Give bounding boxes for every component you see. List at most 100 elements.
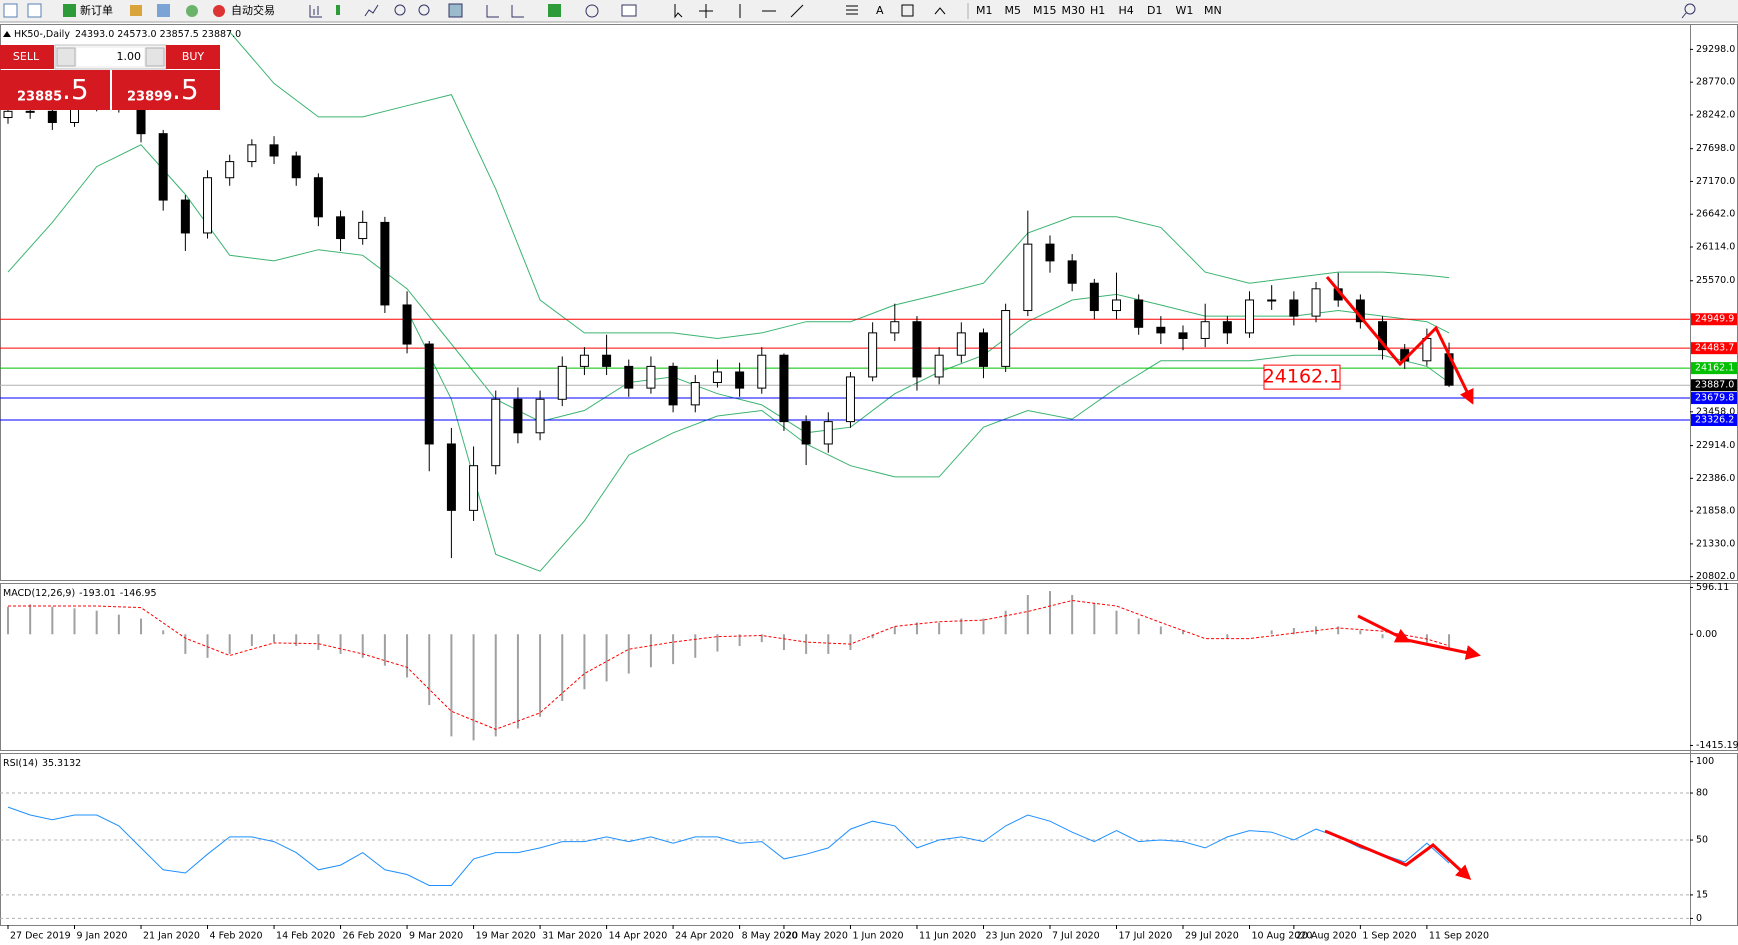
candle-body <box>336 216 346 240</box>
price-level-label: 23679.8 <box>1695 393 1734 404</box>
candle-body <box>313 177 323 218</box>
candle-body <box>934 354 944 378</box>
new-order-button[interactable]: 新订单 <box>80 3 113 17</box>
x-tick-label: 19 Mar 2020 <box>476 931 536 942</box>
label-icon[interactable] <box>901 4 914 17</box>
trend-arrow <box>1357 614 1411 643</box>
candle-body <box>646 365 656 389</box>
icon[interactable] <box>3 3 18 18</box>
bar-chart-icon[interactable] <box>309 5 322 18</box>
templates-icon[interactable] <box>621 4 637 17</box>
candle-body <box>358 221 368 240</box>
zoom-out-icon[interactable] <box>418 4 430 16</box>
x-tick-label: 20 May 2020 <box>786 931 848 942</box>
new-order-icon[interactable] <box>63 4 76 17</box>
timeframe-button[interactable]: H4 <box>1119 4 1134 17</box>
price-level-label: 23887.0 <box>1695 380 1734 391</box>
main-panel-frame <box>0 24 1738 581</box>
y-tick-label: 100 <box>1696 756 1714 767</box>
candle-body <box>535 398 545 434</box>
cursor-icon[interactable] <box>674 4 683 19</box>
x-tick-label: 11 Sep 2020 <box>1429 931 1489 942</box>
trendline-icon[interactable] <box>790 4 804 18</box>
sell-price-frac[interactable]: .5 <box>62 73 89 106</box>
indicator-header: RSI(14) 35.3132 <box>3 758 81 769</box>
x-tick-label: 7 Jul 2020 <box>1052 931 1100 942</box>
price-level-label: 24483.7 <box>1695 343 1734 354</box>
candle-icon[interactable] <box>336 5 340 15</box>
tile-icon[interactable] <box>448 3 463 18</box>
icon[interactable] <box>27 3 42 18</box>
icon[interactable] <box>157 4 170 17</box>
candle-body <box>291 155 301 179</box>
lot-input[interactable] <box>77 48 144 66</box>
buy-label[interactable]: BUY <box>182 50 205 63</box>
collapse-icon[interactable] <box>3 31 11 37</box>
candle-body <box>978 332 988 367</box>
buy-price-main[interactable]: 23899 <box>127 90 172 105</box>
level-annotation: 24162.1 <box>1263 366 1342 388</box>
candle-body <box>380 221 390 306</box>
rsi-panel-frame <box>0 753 1738 926</box>
sell-button[interactable] <box>0 45 54 69</box>
y-tick-label: 0 <box>1696 913 1702 924</box>
timeframe-button[interactable]: M1 <box>976 4 993 17</box>
candle-body <box>579 354 589 367</box>
sell-price-box[interactable] <box>0 70 110 110</box>
y-tick-label: 28242.0 <box>1696 109 1735 120</box>
candle-body <box>1378 321 1388 351</box>
sell-label[interactable]: SELL <box>13 50 40 63</box>
timeframe-button[interactable]: M5 <box>1005 4 1022 17</box>
rsi-line <box>7 806 1450 886</box>
y-tick-label: 596.11 <box>1696 582 1729 593</box>
lot-value[interactable]: 1.00 <box>117 50 142 63</box>
candle-body <box>735 371 745 389</box>
shift-icon[interactable] <box>511 5 524 18</box>
autoscroll-icon[interactable] <box>486 5 499 18</box>
auto-trading-button[interactable]: 自动交易 <box>231 3 275 17</box>
x-tick-label: 14 Apr 2020 <box>609 931 668 942</box>
sell-price-main[interactable]: 23885 <box>17 90 62 105</box>
line-chart-icon[interactable] <box>364 4 379 17</box>
timeframe-button[interactable]: H1 <box>1090 4 1105 17</box>
search-icon[interactable] <box>1684 3 1696 15</box>
timeframe-button[interactable]: M15 <box>1033 4 1057 17</box>
toolbar-background <box>0 0 1738 22</box>
fibo-icon[interactable] <box>846 5 858 15</box>
timeframe-button[interactable]: W1 <box>1176 4 1194 17</box>
signal-value: -146.95 <box>120 588 157 599</box>
buy-price-box[interactable] <box>112 70 220 110</box>
icon[interactable] <box>186 5 198 17</box>
y-tick-label: 28770.0 <box>1696 77 1735 88</box>
zoom-in-icon[interactable] <box>394 4 406 16</box>
x-tick-label: 26 Feb 2020 <box>343 931 402 942</box>
candle-body <box>446 443 456 511</box>
price-level-tag <box>1691 413 1737 426</box>
indicators-icon[interactable] <box>548 4 561 17</box>
lot-increase[interactable] <box>145 47 165 67</box>
x-tick-label: 31 Mar 2020 <box>542 931 602 942</box>
timeframe-button[interactable]: D1 <box>1147 4 1162 17</box>
text-icon[interactable]: A <box>876 4 884 17</box>
lot-decrease[interactable] <box>56 47 76 67</box>
crosshair-icon[interactable] <box>699 4 713 18</box>
candle-body <box>1067 260 1077 284</box>
auto-trading-icon[interactable] <box>213 5 225 17</box>
x-tick-label: 24 Apr 2020 <box>675 931 734 942</box>
candle-body <box>180 199 190 234</box>
arrows-icon[interactable] <box>934 7 946 15</box>
x-tick-label: 23 Jun 2020 <box>985 931 1042 942</box>
price-level-tag <box>1691 379 1737 392</box>
icon[interactable] <box>130 5 142 16</box>
x-tick-label: 11 Jun 2020 <box>919 931 976 942</box>
periods-icon[interactable] <box>585 4 599 18</box>
buy-button[interactable] <box>166 45 220 69</box>
candle-body <box>757 354 767 389</box>
buy-price-frac[interactable]: .5 <box>172 73 199 106</box>
candle-body <box>557 365 567 400</box>
timeframe-button[interactable]: MN <box>1204 4 1222 17</box>
timeframe-button[interactable]: M30 <box>1062 4 1086 17</box>
candle-body <box>779 354 789 423</box>
candle-body <box>1089 282 1099 312</box>
